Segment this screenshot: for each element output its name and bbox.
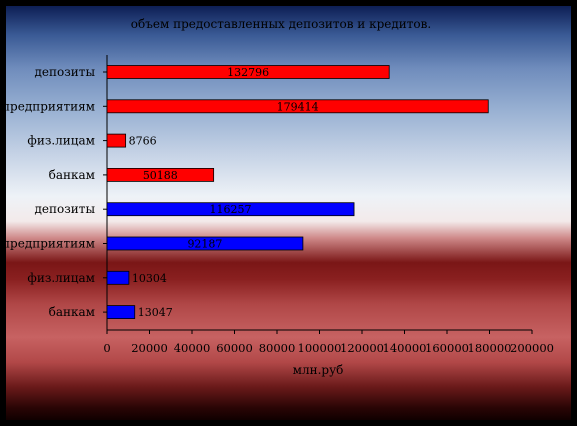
x-tick-label: 0 bbox=[103, 341, 110, 355]
x-axis-title: млн.руб bbox=[293, 363, 344, 377]
y-tick-label: депозиты bbox=[35, 65, 96, 79]
x-tick-label: 200000 bbox=[510, 341, 554, 355]
y-tick-label: предприятиям bbox=[2, 99, 95, 113]
data-label: 179414 bbox=[277, 100, 319, 113]
data-label: 8766 bbox=[129, 135, 157, 148]
x-tick-label: 60000 bbox=[216, 341, 253, 355]
x-tick-label: 160000 bbox=[425, 341, 469, 355]
x-tick-label: 20000 bbox=[131, 341, 168, 355]
y-tick-label: физ.лицам bbox=[27, 134, 95, 148]
data-label: 10304 bbox=[132, 272, 167, 285]
x-tick-label: 140000 bbox=[383, 341, 427, 355]
y-tick-label: банкам bbox=[49, 168, 95, 182]
chart-title: объем предоставленных депозитов и кредит… bbox=[131, 17, 431, 31]
data-label: 132796 bbox=[227, 66, 269, 79]
bar bbox=[106, 305, 136, 320]
y-tick-label: физ.лицам bbox=[27, 271, 95, 285]
y-tick-label: банкам bbox=[49, 305, 95, 319]
data-label: 50188 bbox=[143, 169, 178, 182]
x-tick-label: 40000 bbox=[174, 341, 211, 355]
data-label: 92187 bbox=[187, 238, 222, 251]
x-tick-label: 80000 bbox=[259, 341, 296, 355]
data-label: 116257 bbox=[210, 203, 252, 216]
x-tick-label: 180000 bbox=[468, 341, 512, 355]
bar bbox=[106, 133, 127, 148]
x-tick-label: 120000 bbox=[340, 341, 384, 355]
data-label: 13047 bbox=[138, 306, 173, 319]
bar bbox=[106, 270, 130, 285]
x-tick-label: 100000 bbox=[298, 341, 342, 355]
y-tick-label: депозиты bbox=[35, 202, 96, 216]
y-tick-label: предприятиям bbox=[2, 237, 95, 251]
plot-layer: депозиты 132796 предприятиям 179414 физ.лица… bbox=[2, 55, 554, 355]
